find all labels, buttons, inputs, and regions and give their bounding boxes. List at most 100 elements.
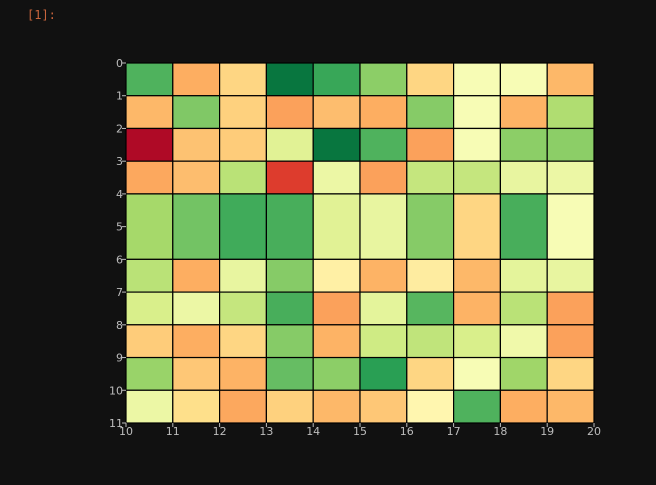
heatmap-cell-r0-c0 — [125, 62, 174, 97]
heatmap-cell-r4-c2 — [219, 193, 268, 260]
heatmap-cell-r8-c3 — [265, 356, 314, 391]
heatmap-cell-r6-c5 — [359, 291, 408, 326]
heatmap-cell-r7-c6 — [406, 324, 455, 359]
heatmap-cell-r2-c4 — [312, 127, 361, 162]
heatmap-cell-r5-c7 — [453, 258, 502, 293]
y-axis: 0 1 2 3 4 5 6 7 8 9 10 11 — [109, 57, 126, 430]
x-tick-label: 17 — [447, 425, 461, 438]
y-tick-label: 9 — [116, 352, 123, 365]
heatmap-cell-r7-c4 — [312, 324, 361, 359]
heatmap-cell-r2-c9 — [546, 127, 595, 162]
heatmap-cell-r0-c2 — [219, 62, 268, 97]
heatmap-cell-r3-c5 — [359, 160, 408, 195]
heatmap-cell-r6-c4 — [312, 291, 361, 326]
heatmap-cell-r7-c2 — [219, 324, 268, 359]
heatmap-cell-r5-c1 — [172, 258, 221, 293]
heatmap-cell-r3-c9 — [546, 160, 595, 195]
heatmap-cell-r2-c0 — [125, 127, 174, 162]
x-tick-label: 15 — [353, 425, 367, 438]
heatmap-cell-r2-c1 — [172, 127, 221, 162]
heatmap-cell-r0-c8 — [499, 62, 548, 97]
y-tick-label: 2 — [116, 122, 123, 135]
heatmap-cell-r9-c7 — [453, 389, 502, 424]
heatmap-cell-r4-c4 — [312, 193, 361, 260]
heatmap-cell-r7-c5 — [359, 324, 408, 359]
heatmap-cell-r2-c7 — [453, 127, 502, 162]
heatmap-cell-r9-c5 — [359, 389, 408, 424]
heatmap-cell-r1-c1 — [172, 95, 221, 130]
y-tick-label: 5 — [116, 221, 123, 234]
heatmap-cell-r9-c9 — [546, 389, 595, 424]
heatmap-cell-r1-c9 — [546, 95, 595, 130]
heatmap-cell-r7-c7 — [453, 324, 502, 359]
heatmap-cell-r1-c2 — [219, 95, 268, 130]
heatmap-cell-r1-c7 — [453, 95, 502, 130]
cell-prompt: [1]: — [27, 8, 56, 22]
x-axis: 10 11 12 13 14 15 16 17 18 19 20 — [119, 423, 601, 438]
heatmap-cell-r8-c6 — [406, 356, 455, 391]
heatmap-cell-r0-c9 — [546, 62, 595, 97]
heatmap-cell-r7-c9 — [546, 324, 595, 359]
y-tick-label: 0 — [116, 57, 123, 70]
heatmap-cell-r8-c8 — [499, 356, 548, 391]
x-tick-label: 18 — [493, 425, 507, 438]
heatmap-cell-r1-c4 — [312, 95, 361, 130]
heatmap-cell-r9-c6 — [406, 389, 455, 424]
heatmap-cell-r3-c1 — [172, 160, 221, 195]
heatmap-cell-r8-c1 — [172, 356, 221, 391]
heatmap-cell-r4-c8 — [499, 193, 548, 260]
heatmap-cell-r6-c8 — [499, 291, 548, 326]
heatmap-cell-r5-c9 — [546, 258, 595, 293]
heatmap-cell-r6-c1 — [172, 291, 221, 326]
heatmap-cell-r8-c4 — [312, 356, 361, 391]
y-tick-label: 3 — [116, 155, 123, 168]
heatmap-cell-r6-c0 — [125, 291, 174, 326]
heatmap-cell-r3-c8 — [499, 160, 548, 195]
y-tick-label: 4 — [116, 188, 123, 201]
heatmap-cell-r9-c8 — [499, 389, 548, 424]
heatmap-cell-r5-c0 — [125, 258, 174, 293]
x-tick-label: 16 — [400, 425, 414, 438]
heatmap-cell-r0-c3 — [265, 62, 314, 97]
heatmap-cell-r5-c2 — [219, 258, 268, 293]
heatmap-cell-r2-c2 — [219, 127, 268, 162]
heatmap-cell-r8-c2 — [219, 356, 268, 391]
y-tick-label: 6 — [116, 253, 123, 266]
heatmap-cell-r9-c1 — [172, 389, 221, 424]
heatmap-cell-r6-c6 — [406, 291, 455, 326]
heatmap-cell-r1-c3 — [265, 95, 314, 130]
heatmap-cell-r5-c8 — [499, 258, 548, 293]
heatmap-cell-r6-c7 — [453, 291, 502, 326]
heatmap-cell-r8-c7 — [453, 356, 502, 391]
heatmap-cell-r6-c9 — [546, 291, 595, 326]
heatmap-cell-r3-c7 — [453, 160, 502, 195]
heatmap-cell-r8-c5 — [359, 356, 408, 391]
heatmap-cell-r4-c3 — [265, 193, 314, 260]
heatmap-cell-r1-c8 — [499, 95, 548, 130]
heatmap-cell-r0-c5 — [359, 62, 408, 97]
heatmap-cell-r1-c0 — [125, 95, 174, 130]
heatmap-cells — [125, 62, 595, 424]
heatmap-cell-r7-c0 — [125, 324, 174, 359]
heatmap-cell-r3-c4 — [312, 160, 361, 195]
x-tick-label: 13 — [259, 425, 273, 438]
x-tick-label: 10 — [119, 425, 133, 438]
heatmap-cell-r4-c5 — [359, 193, 408, 260]
x-tick-label: 14 — [306, 425, 320, 438]
heatmap-cell-r3-c2 — [219, 160, 268, 195]
y-tick-label: 10 — [109, 384, 123, 397]
heatmap-cell-r0-c1 — [172, 62, 221, 97]
y-tick-label: 1 — [116, 90, 123, 103]
heatmap-cell-r4-c1 — [172, 193, 221, 260]
x-tick-label: 20 — [587, 425, 601, 438]
heatmap-cell-r0-c6 — [406, 62, 455, 97]
heatmap-cell-r4-c9 — [546, 193, 595, 260]
heatmap-cell-r6-c3 — [265, 291, 314, 326]
heatmap-cell-r8-c9 — [546, 356, 595, 391]
heatmap-cell-r9-c3 — [265, 389, 314, 424]
heatmap-cell-r4-c0 — [125, 193, 174, 260]
heatmap-cell-r0-c4 — [312, 62, 361, 97]
heatmap-cell-r0-c7 — [453, 62, 502, 97]
heatmap-cell-r9-c0 — [125, 389, 174, 424]
